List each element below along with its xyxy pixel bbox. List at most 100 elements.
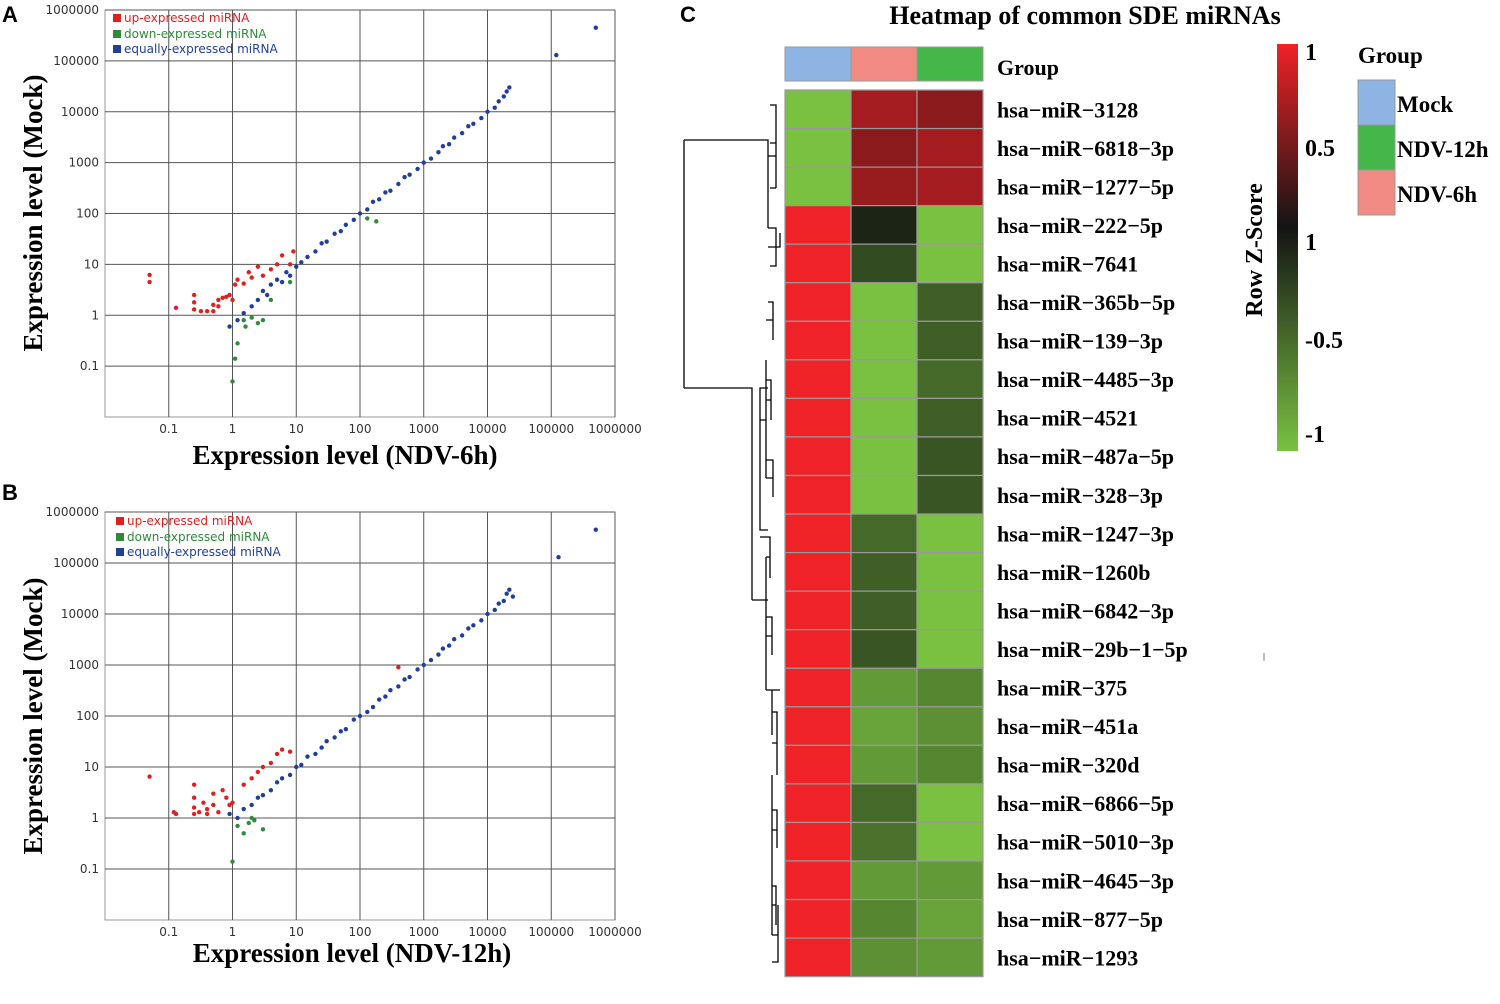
data-point	[249, 776, 254, 781]
data-point	[421, 662, 426, 668]
heatmap-cell	[850, 860, 918, 901]
group-annotation-cell	[850, 46, 918, 82]
data-point	[436, 150, 441, 155]
heatmap-cell	[850, 282, 918, 322]
data-point	[299, 260, 304, 265]
data-point	[268, 788, 274, 793]
data-point	[396, 665, 401, 670]
legend-label-equal: equally-expressed miRNA	[127, 545, 281, 559]
colorbar	[1277, 44, 1298, 451]
heatmap-cell	[784, 821, 852, 862]
data-point	[274, 751, 280, 757]
data-point	[260, 273, 266, 278]
data-point	[485, 611, 490, 617]
heatmap-cell	[916, 667, 984, 708]
data-point	[279, 776, 285, 781]
data-point	[287, 279, 293, 285]
data-point	[332, 231, 337, 236]
heatmap-cell	[850, 205, 918, 245]
heatmap-cells	[784, 89, 984, 978]
data-point	[224, 294, 229, 300]
data-point	[365, 207, 370, 212]
data-point	[287, 772, 293, 778]
x-tick-labels: 0.1 1 10 100 1000 10000 100000 1000000	[159, 422, 642, 436]
heatmap-cell	[916, 320, 984, 361]
heatmap-cell	[784, 320, 852, 361]
data-point	[246, 270, 251, 275]
data-point	[204, 309, 210, 314]
data-point	[388, 688, 393, 693]
heatmap-cell	[916, 513, 984, 554]
data-point	[241, 831, 246, 836]
data-point	[407, 674, 412, 680]
data-point	[556, 554, 561, 560]
heatmap-cell	[850, 667, 918, 708]
row-label: hsa−miR−6842−3p	[997, 598, 1174, 623]
heatmap-title: Heatmap of common SDE miRNAs	[889, 1, 1280, 30]
row-label: hsa−miR−365b−5p	[997, 290, 1175, 315]
data-point	[260, 827, 266, 832]
heatmap-cell	[916, 898, 984, 939]
data-point	[235, 277, 240, 282]
y-axis-title: Expression level (Mock)	[18, 75, 48, 352]
heatmap-cell	[850, 551, 918, 592]
data-point	[227, 324, 232, 329]
data-point	[287, 273, 293, 278]
row-label: hsa−miR−29b−1−5p	[997, 637, 1188, 662]
data-point	[428, 657, 434, 663]
heatmap-cell	[916, 937, 984, 978]
data-point	[471, 121, 476, 126]
y-tick-label: 10000	[61, 607, 99, 621]
data-point	[241, 310, 246, 316]
x-tick-label: 10	[289, 422, 304, 436]
data-point	[374, 219, 379, 224]
y-tick-label: 1000	[68, 156, 99, 170]
data-point	[260, 764, 266, 770]
x-axis-title: Expression level (NDV-12h)	[193, 938, 512, 968]
data-point	[421, 160, 426, 165]
data-point	[343, 727, 349, 732]
data-point	[351, 217, 357, 223]
x-tick-label: 10000	[468, 925, 506, 939]
heatmap-cell	[784, 282, 852, 322]
data-point	[279, 253, 285, 258]
legend-swatch-down	[113, 30, 121, 38]
data-point	[241, 281, 246, 286]
data-point	[370, 199, 376, 204]
colorbar-title: Row Z-Score	[1242, 183, 1268, 317]
data-point	[243, 324, 248, 329]
data-point	[235, 815, 240, 821]
heatmap-cell	[916, 243, 984, 284]
heatmap-cell	[784, 513, 852, 554]
data-point	[291, 249, 296, 254]
heatmap-cell	[784, 205, 852, 245]
row-label: hsa−miR−222−5p	[997, 213, 1163, 238]
data-point	[191, 300, 197, 305]
data-point	[191, 811, 197, 817]
heatmap-cell	[916, 706, 984, 746]
data-point	[249, 802, 254, 808]
heatmap: Heatmap of common SDE miRNAs Group hsa−m…	[683, 1, 1489, 978]
y-tick-labels: 0.1 1 10 100 1000 10000 100000 1000000	[46, 3, 99, 373]
colorbar-tick: 1	[1305, 40, 1317, 66]
data-point	[201, 800, 206, 805]
colorbar-tick-labels: 1 0.5 1 -0.5 -1	[1305, 40, 1343, 448]
row-label: hsa−miR−487a−5p	[997, 444, 1174, 469]
data-point	[504, 89, 509, 94]
heatmap-cell	[784, 551, 852, 592]
heatmap-cell	[784, 706, 852, 746]
heatmap-cell	[850, 359, 918, 400]
data-point	[260, 792, 266, 798]
legend-label-down: down-expressed miRNA	[124, 27, 267, 41]
data-point	[388, 188, 393, 193]
data-point	[496, 601, 501, 606]
data-point	[230, 379, 235, 384]
data-point	[324, 739, 329, 744]
heatmap-cell	[916, 860, 984, 901]
data-point	[294, 264, 299, 269]
data-point	[365, 709, 370, 715]
data-point	[255, 297, 261, 303]
x-tick-label: 0.1	[159, 925, 178, 939]
data-point	[357, 211, 363, 216]
heatmap-cell	[850, 706, 918, 746]
